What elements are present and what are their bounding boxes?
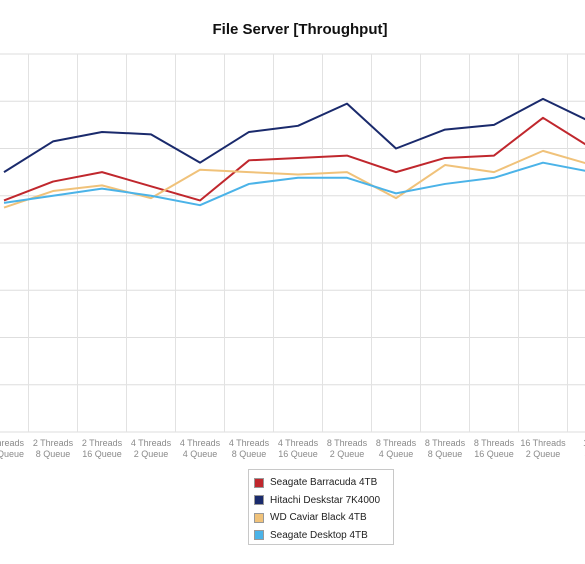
series-lines — [3, 97, 585, 209]
series-line-3 — [3, 149, 585, 209]
x-tick-label: 8 Threads — [425, 438, 466, 448]
x-tick-label: 8 Threads — [327, 438, 368, 448]
legend-label: WD Caviar Black 4TB — [270, 512, 367, 524]
legend-item: Seagate Barracuda 4TB — [254, 474, 393, 492]
legend-label: Hitachi Deskstar 7K4000 — [270, 494, 381, 506]
x-tick-label: Threads — [0, 438, 24, 448]
x-tick-label: 8 Threads — [474, 438, 515, 448]
chart-title: File Server [Throughput] — [212, 21, 387, 38]
legend-label: Seagate Barracuda 4TB — [270, 477, 378, 489]
x-tick-label: 4 Threads — [180, 438, 221, 448]
x-tick-label: 2 Queue — [330, 449, 365, 459]
x-tick-label: 8 Queue — [36, 449, 71, 459]
legend-swatch — [254, 512, 264, 523]
x-tick-label: 16 Threads — [520, 438, 566, 448]
x-tick-label: 4 Threads — [278, 438, 319, 448]
legend: Seagate Barracuda 4TB Hitachi Deskstar 7… — [248, 469, 394, 545]
x-tick-label: 4 Queue — [183, 449, 218, 459]
legend-label: Seagate Desktop 4TB — [270, 529, 368, 541]
x-tick-label: 8 Threads — [376, 438, 417, 448]
legend-swatch — [254, 530, 264, 541]
x-tick-label: 4 Queue — [379, 449, 414, 459]
x-tick-label: 8 Queue — [232, 449, 267, 459]
x-tick-label: 4 Threads — [229, 438, 270, 448]
x-tick-label: 2 Queue — [134, 449, 169, 459]
x-tick-label: 2 Threads — [82, 438, 123, 448]
legend-swatch — [254, 495, 264, 506]
series-line-2 — [3, 97, 585, 173]
x-tick-label: 8 Queue — [428, 449, 463, 459]
legend-item: Seagate Desktop 4TB — [254, 527, 393, 545]
x-tick-label: 2 Queue — [526, 449, 561, 459]
x-tick-label: 2 Threads — [33, 438, 74, 448]
x-tick-label: 16 Queue — [82, 449, 122, 459]
legend-item: Hitachi Deskstar 7K4000 — [254, 492, 393, 510]
x-tick-label: 16 Queue — [278, 449, 318, 459]
x-tick-label: 4 Threads — [131, 438, 172, 448]
grid — [0, 53, 585, 433]
x-tick-label: 16 T — [583, 438, 585, 448]
legend-item: WD Caviar Black 4TB — [254, 509, 393, 527]
series-line-1 — [3, 116, 585, 202]
legend-swatch — [254, 477, 264, 488]
x-tick-label: Queue — [0, 449, 24, 459]
x-tick-label: 16 Queue — [474, 449, 514, 459]
series-line-4 — [3, 161, 585, 207]
